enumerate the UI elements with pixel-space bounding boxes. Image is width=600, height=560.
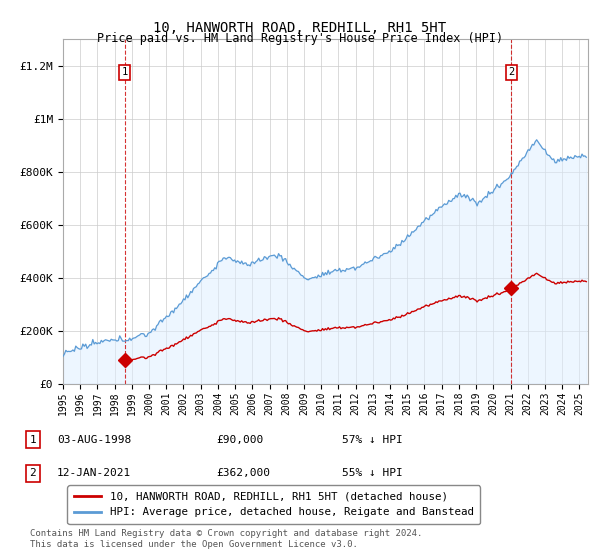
Text: Price paid vs. HM Land Registry's House Price Index (HPI): Price paid vs. HM Land Registry's House …: [97, 32, 503, 45]
Text: 1: 1: [29, 435, 37, 445]
Legend: 10, HANWORTH ROAD, REDHILL, RH1 5HT (detached house), HPI: Average price, detach: 10, HANWORTH ROAD, REDHILL, RH1 5HT (det…: [67, 486, 480, 524]
Text: 2: 2: [508, 67, 514, 77]
Text: 1: 1: [121, 67, 128, 77]
Text: 55% ↓ HPI: 55% ↓ HPI: [342, 468, 403, 478]
Text: Contains HM Land Registry data © Crown copyright and database right 2024.
This d: Contains HM Land Registry data © Crown c…: [30, 529, 422, 549]
Text: 12-JAN-2021: 12-JAN-2021: [57, 468, 131, 478]
Text: 03-AUG-1998: 03-AUG-1998: [57, 435, 131, 445]
Text: 57% ↓ HPI: 57% ↓ HPI: [342, 435, 403, 445]
Text: £362,000: £362,000: [216, 468, 270, 478]
Text: 2: 2: [29, 468, 37, 478]
Text: £90,000: £90,000: [216, 435, 263, 445]
Text: 10, HANWORTH ROAD, REDHILL, RH1 5HT: 10, HANWORTH ROAD, REDHILL, RH1 5HT: [154, 21, 446, 35]
